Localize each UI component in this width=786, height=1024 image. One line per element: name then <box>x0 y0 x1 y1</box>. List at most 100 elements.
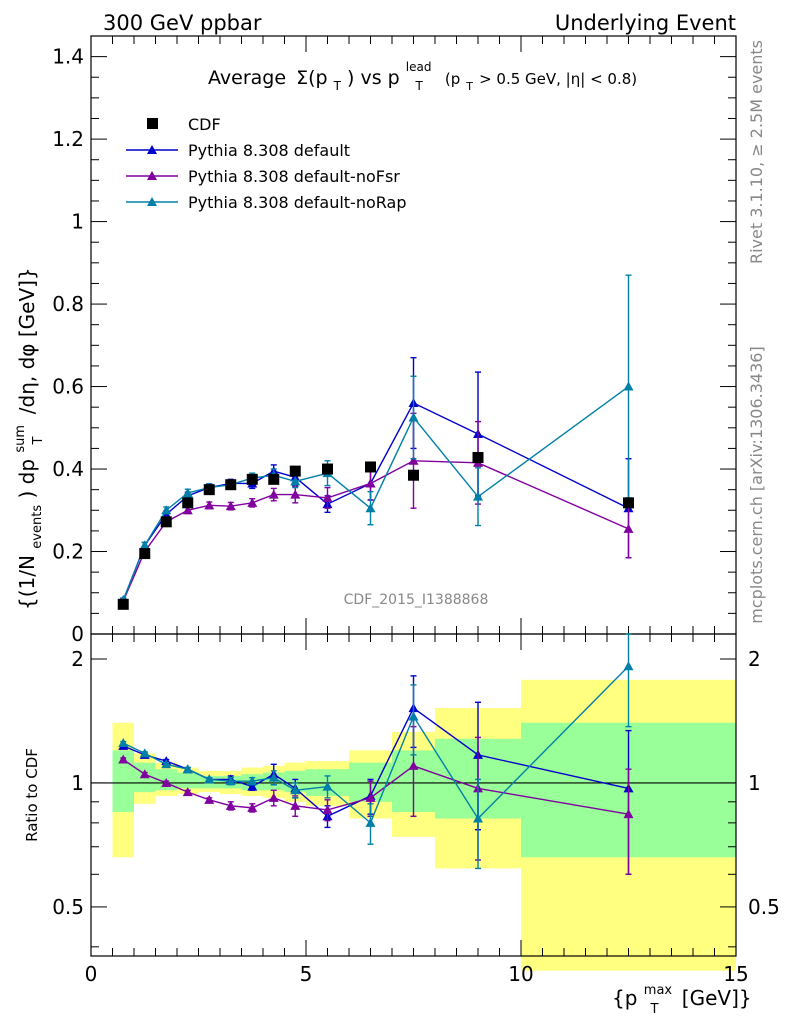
ylabel-a-sub: events <box>30 505 45 549</box>
ratio-series-point <box>118 738 129 748</box>
ratio-series-point <box>161 777 172 787</box>
header-left-label: 300 GeV ppbar <box>103 11 262 35</box>
cdf-data-point <box>203 484 215 496</box>
ratio-y-tick-label: 1 <box>71 771 84 795</box>
cdf-data-point <box>322 463 333 475</box>
xlabel-b: [GeV]} <box>682 986 752 1010</box>
main-series-point <box>225 501 236 511</box>
main-series-point <box>322 492 333 502</box>
cdf-data-point <box>160 516 172 528</box>
y-tick-label: 1.4 <box>52 45 84 69</box>
xlabel-sub: T <box>649 1002 658 1017</box>
y-tick-label: 1.2 <box>52 127 84 151</box>
ratio-y-tick-label: 2 <box>71 647 84 671</box>
main-series-point <box>365 478 376 488</box>
y-tick-label: 1 <box>71 210 84 234</box>
ylabel-c: /dη, dφ [GeV]} <box>15 267 39 414</box>
ratio-series-point <box>290 800 301 810</box>
main-series-point <box>161 505 172 515</box>
main-series-point <box>290 476 301 486</box>
ratio-series-point <box>247 781 258 791</box>
main-series-point <box>268 489 279 499</box>
legend-marker-2 <box>147 171 157 180</box>
ratio-series-point <box>182 764 193 774</box>
title-sub1: T <box>333 79 342 93</box>
main-series-line-1 <box>122 460 629 602</box>
x-tick-label: 10 <box>508 962 533 986</box>
main-series-point <box>473 491 483 501</box>
xlabel-a: {p <box>612 986 637 1010</box>
ratio-y-tick-label-right: 1 <box>748 771 761 795</box>
ratio-inner-band-3 <box>177 772 199 789</box>
main-series-point <box>182 505 193 515</box>
ratio-series-point <box>139 769 150 779</box>
x-tick-label: 15 <box>723 962 748 986</box>
plot-title: Average Σ(p T ) vs p lead T (p T > 0.5 G… <box>208 54 637 95</box>
main-series-point <box>290 489 301 499</box>
legend-label-0: CDF <box>188 115 221 134</box>
y-tick-label: 0.2 <box>52 540 84 564</box>
ylabel-a: {(1/N <box>15 555 39 610</box>
ratio-series-point <box>139 748 150 758</box>
title-main: Average <box>208 67 286 89</box>
ratio-y-axis-label: Ratio to CDF <box>23 748 41 842</box>
ratio-y-tick-label: 0.5 <box>52 895 84 919</box>
ratio-series-point <box>623 661 634 671</box>
y-tick-label: 0.4 <box>52 457 84 481</box>
title-sup: lead <box>406 60 432 74</box>
title-cut2: > 0.5 GeV, |η| < 0.8) <box>479 70 637 88</box>
legend-marker-3 <box>147 197 157 206</box>
ylabel-b-sub: T <box>31 437 46 446</box>
main-series-point <box>623 381 634 391</box>
cdf-data-point <box>182 497 194 509</box>
main-series-point <box>365 503 376 513</box>
ratio-series-point <box>623 809 634 819</box>
title-close: ) vs p <box>347 67 400 89</box>
title-cut1: (p <box>445 70 460 88</box>
ratio-series-point <box>408 711 419 721</box>
ratio-series-line-0 <box>122 707 629 818</box>
ratio-series-line-2 <box>122 665 629 825</box>
ratio-series-point <box>204 774 215 784</box>
ratio-series-point <box>225 800 236 810</box>
ratio-series-point <box>322 804 333 814</box>
ratio-series-point <box>118 754 129 764</box>
x-tick-label: 5 <box>300 962 313 986</box>
mcplots-label: mcplots.cern.ch [arXiv:1306.3436] <box>747 346 766 623</box>
main-series-point <box>139 540 150 550</box>
main-series-point <box>247 497 258 507</box>
ratio-series-point <box>247 802 258 812</box>
rivet-label: Rivet 3.1.10, ≥ 2.5M events <box>747 40 766 264</box>
ratio-series-point <box>247 776 258 786</box>
ratio-series-point <box>322 781 333 791</box>
ratio-series-point <box>365 817 376 827</box>
cdf-data-point <box>289 465 301 477</box>
cdf-data-point <box>408 469 419 481</box>
cdf-data-point <box>246 473 258 485</box>
main-series-line-0 <box>122 402 629 601</box>
ylabel-b-sup: sum <box>13 425 28 453</box>
main-series-line-2 <box>122 385 629 601</box>
ratio-series-point <box>290 785 301 795</box>
header-right-label: Underlying Event <box>555 11 736 35</box>
ratio-inner-band-0 <box>112 750 134 813</box>
legend-marker-cdf <box>147 118 158 129</box>
main-series-point <box>408 455 419 465</box>
legend-label-1: Pythia 8.308 default <box>188 141 350 160</box>
main-series-point <box>408 412 419 422</box>
ratio-series-point <box>225 776 236 786</box>
cdf-data-point <box>225 479 237 491</box>
main-series-point <box>623 523 634 533</box>
title-sub2: T <box>414 79 423 93</box>
legend-marker-1 <box>147 145 157 154</box>
ratio-series-point <box>182 787 193 797</box>
plot-elements: 0 5 10 15 0 0.2 0.4 0.6 0.8 1 1.2 1.4 0.5 0.5 1 1 2 2 CDF P… <box>52 35 780 986</box>
title-sym: Σ(p <box>296 67 327 89</box>
ratio-series-point <box>365 792 376 802</box>
y-tick-label: 0 <box>71 622 84 646</box>
main-y-axis-label: {(1/N events ) dp sum T /dη, dφ [GeV]} <box>5 267 47 610</box>
ratio-series-point <box>204 794 215 804</box>
cdf-data-point <box>623 497 634 509</box>
ratio-series-point <box>161 759 172 769</box>
